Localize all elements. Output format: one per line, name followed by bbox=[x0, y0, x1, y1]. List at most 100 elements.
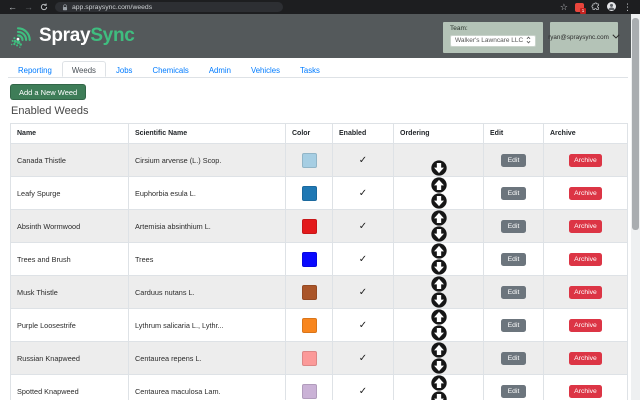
move-down-button[interactable] bbox=[430, 325, 447, 341]
move-down-button[interactable] bbox=[430, 358, 447, 374]
weeds-table: Name Scientific Name Color Enabled Ordering E… bbox=[10, 123, 628, 400]
edit-button[interactable]: Edit bbox=[500, 384, 527, 398]
weed-ordering-cell bbox=[393, 242, 484, 276]
edit-button[interactable]: Edit bbox=[500, 285, 527, 299]
app-logo[interactable]: SpraySync bbox=[9, 22, 135, 49]
archive-button[interactable]: Archive bbox=[569, 219, 602, 233]
arrow-circle-down-icon bbox=[430, 391, 447, 400]
weed-name: Spotted Knapweed bbox=[10, 374, 129, 400]
move-up-button[interactable] bbox=[430, 309, 447, 325]
arrow-circle-down-icon bbox=[430, 226, 447, 242]
edit-button[interactable]: Edit bbox=[500, 219, 527, 233]
move-up-button[interactable] bbox=[430, 243, 447, 259]
weed-archive-cell: Archive bbox=[543, 143, 628, 177]
enabled-checkmark: ✓ bbox=[358, 352, 368, 364]
archive-button[interactable]: Archive bbox=[569, 384, 602, 398]
arrow-circle-down-icon bbox=[430, 325, 447, 341]
extensions-puzzle-icon[interactable] bbox=[591, 0, 600, 16]
weed-scientific-name: Lythrum salicaria L., Lythr... bbox=[128, 308, 286, 342]
move-up-button[interactable] bbox=[430, 375, 447, 391]
weed-name: Purple Loosestrife bbox=[10, 308, 129, 342]
url-bar[interactable]: app.spraysync.com/weeds bbox=[55, 2, 283, 12]
enabled-checkmark: ✓ bbox=[358, 286, 368, 298]
edit-button[interactable]: Edit bbox=[500, 153, 527, 167]
weed-name: Canada Thistle bbox=[10, 143, 129, 177]
weed-scientific-name: Carduus nutans L. bbox=[128, 275, 286, 309]
tab-admin[interactable]: Admin bbox=[208, 66, 231, 75]
archive-button[interactable]: Archive bbox=[569, 153, 602, 167]
archive-button[interactable]: Archive bbox=[569, 318, 602, 332]
color-swatch bbox=[301, 152, 317, 168]
weed-scientific-name: Trees bbox=[128, 242, 286, 276]
archive-button[interactable]: Archive bbox=[569, 186, 602, 200]
weeds-table-wrap: Name Scientific Name Color Enabled Ordering E… bbox=[10, 123, 628, 400]
forward-icon[interactable]: → bbox=[24, 2, 33, 12]
extension-badge: 1 bbox=[580, 7, 586, 14]
move-up-button[interactable] bbox=[430, 276, 447, 292]
arrow-circle-up-icon bbox=[430, 342, 447, 358]
user-menu[interactable]: ryan@spraysync.com bbox=[548, 22, 620, 53]
archive-button[interactable]: Archive bbox=[569, 285, 602, 299]
extension-icon[interactable]: 1 bbox=[575, 2, 586, 14]
spray-icon bbox=[10, 27, 31, 48]
app-header: SpraySync Team: Walker's Lawncare LLC ry… bbox=[0, 14, 640, 58]
move-up-button[interactable] bbox=[430, 210, 447, 226]
move-down-button[interactable] bbox=[430, 259, 447, 275]
tab-tasks[interactable]: Tasks bbox=[300, 66, 320, 75]
weed-ordering-cell bbox=[393, 209, 484, 243]
scrollbar-thumb[interactable] bbox=[632, 18, 639, 230]
tab-reporting[interactable]: Reporting bbox=[18, 66, 52, 75]
weed-archive-cell: Archive bbox=[543, 341, 628, 375]
weed-enabled-cell: ✓ bbox=[332, 374, 394, 400]
chevron-down-icon bbox=[612, 34, 620, 41]
profile-avatar-icon[interactable] bbox=[607, 0, 616, 16]
move-up-button[interactable] bbox=[430, 342, 447, 358]
add-new-weed-button[interactable]: Add a New Weed bbox=[10, 84, 87, 100]
team-select[interactable]: Walker's Lawncare LLC bbox=[450, 34, 536, 47]
refresh-icon[interactable] bbox=[40, 0, 48, 16]
select-spinner-icon bbox=[526, 36, 531, 46]
weed-name: Russian Knapweed bbox=[10, 341, 129, 375]
weed-edit-cell: Edit bbox=[483, 209, 544, 243]
edit-button[interactable]: Edit bbox=[500, 318, 527, 332]
edit-button[interactable]: Edit bbox=[500, 186, 527, 200]
enabled-checkmark: ✓ bbox=[358, 187, 368, 199]
tab-weeds[interactable]: Weeds bbox=[61, 61, 106, 77]
weed-scientific-name: Cirsium arvense (L.) Scop. bbox=[128, 143, 286, 177]
table-row: Absinth Wormwood Artemisia absinthium L. ✓… bbox=[10, 209, 628, 243]
move-down-button[interactable] bbox=[430, 193, 447, 209]
column-header-ordering: Ordering bbox=[393, 123, 484, 144]
table-row: Leafy Spurge Euphorbia esula L. ✓ Edit Archi… bbox=[10, 176, 628, 210]
archive-button[interactable]: Archive bbox=[569, 252, 602, 266]
move-down-button[interactable] bbox=[430, 160, 447, 176]
browser-menu-icon[interactable]: ⋮ bbox=[623, 2, 632, 12]
weed-archive-cell: Archive bbox=[543, 242, 628, 276]
column-header-color: Color bbox=[285, 123, 333, 144]
table-header-row: Name Scientific Name Color Enabled Ordering E… bbox=[10, 123, 628, 144]
column-header-archive: Archive bbox=[543, 123, 628, 144]
bookmark-star-icon[interactable]: ☆ bbox=[559, 2, 568, 12]
weed-ordering-cell bbox=[393, 143, 484, 177]
weed-enabled-cell: ✓ bbox=[332, 143, 394, 177]
move-down-button[interactable] bbox=[430, 226, 447, 242]
enabled-checkmark: ✓ bbox=[358, 220, 368, 232]
weed-ordering-cell bbox=[393, 275, 484, 309]
tab-jobs[interactable]: Jobs bbox=[115, 66, 133, 75]
edit-button[interactable]: Edit bbox=[500, 351, 527, 365]
column-header-scientific-name: Scientific Name bbox=[128, 123, 286, 144]
weed-scientific-name: Euphorbia esula L. bbox=[128, 176, 286, 210]
move-down-button[interactable] bbox=[430, 391, 447, 400]
tab-vehicles[interactable]: Vehicles bbox=[250, 66, 280, 75]
move-up-button[interactable] bbox=[430, 177, 447, 193]
tab-chemicals[interactable]: Chemicals bbox=[152, 66, 189, 75]
color-swatch bbox=[301, 284, 317, 300]
weed-archive-cell: Archive bbox=[543, 308, 628, 342]
weed-color-cell bbox=[285, 176, 333, 210]
archive-button[interactable]: Archive bbox=[569, 351, 602, 365]
move-down-button[interactable] bbox=[430, 292, 447, 308]
back-icon[interactable]: ← bbox=[8, 2, 17, 12]
arrow-circle-down-icon bbox=[430, 259, 447, 275]
weed-name: Absinth Wormwood bbox=[10, 209, 129, 243]
enabled-checkmark: ✓ bbox=[358, 385, 368, 397]
edit-button[interactable]: Edit bbox=[500, 252, 527, 266]
